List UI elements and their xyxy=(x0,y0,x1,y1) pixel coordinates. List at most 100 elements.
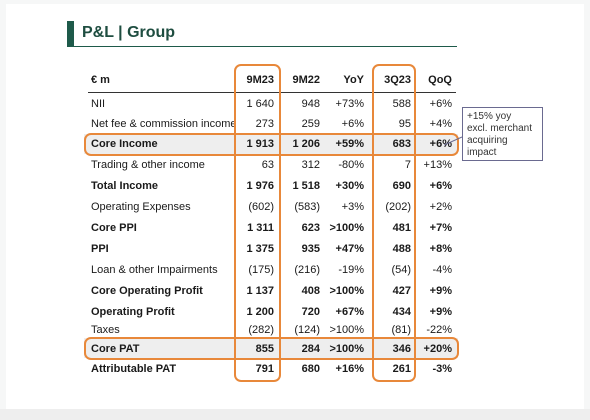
row-value: +9% xyxy=(429,306,452,318)
row-value: 855 xyxy=(255,343,274,355)
header-unit: € m xyxy=(91,74,110,86)
row-value: 588 xyxy=(392,98,411,110)
callout-line: impact xyxy=(467,147,497,158)
row-value: 935 xyxy=(301,243,320,255)
row-value: +7% xyxy=(429,222,452,234)
row-label: Net fee & commission income xyxy=(91,118,237,130)
row-value: (602) xyxy=(248,201,274,213)
row-value: +6% xyxy=(341,118,364,130)
row-value: 63 xyxy=(261,159,274,171)
row-value: (282) xyxy=(248,324,274,336)
table-row: Operating Profit 1 200 720 +67% 434 +9% xyxy=(0,302,590,322)
row-value: -3% xyxy=(432,363,452,375)
row-value: 1 206 xyxy=(292,138,320,150)
row-value: (54) xyxy=(391,264,411,276)
row-value: 720 xyxy=(301,306,320,318)
row-value: +3% xyxy=(341,201,364,213)
callout-line: acquiring xyxy=(467,135,508,146)
row-value: +6% xyxy=(429,180,452,192)
row-value: +59% xyxy=(335,138,364,150)
row-value: >100% xyxy=(329,324,364,336)
page-title: P&L | Group xyxy=(82,24,176,41)
row-value: +67% xyxy=(335,306,364,318)
row-value: +73% xyxy=(335,98,364,110)
row-value: 346 xyxy=(392,343,411,355)
row-value: +47% xyxy=(335,243,364,255)
header-9m22: 9M22 xyxy=(292,74,320,86)
table-row: Attributable PAT 791 680 +16% 261 -3% xyxy=(0,359,590,379)
row-value: >100% xyxy=(329,222,364,234)
row-value: 1 375 xyxy=(246,243,274,255)
table-row: NII 1 640 948 +73% 588 +6% xyxy=(0,94,590,114)
row-value: 273 xyxy=(255,118,274,130)
row-value: +20% xyxy=(423,343,452,355)
row-value: 488 xyxy=(392,243,411,255)
row-label: Operating Profit xyxy=(91,306,175,318)
row-value: 95 xyxy=(398,118,411,130)
row-value: 690 xyxy=(392,180,411,192)
core-pat-row-highlight xyxy=(84,337,459,360)
core-pat-highlight xyxy=(84,338,458,358)
row-value: 481 xyxy=(392,222,411,234)
row-value: 1 976 xyxy=(246,180,274,192)
row-value: -80% xyxy=(338,159,364,171)
row-value: 680 xyxy=(301,363,320,375)
table-row: Core Income 1 913 1 206 +59% 683 +6% xyxy=(0,134,590,154)
row-value: 1 518 xyxy=(292,180,320,192)
row-value: 1 200 xyxy=(246,306,274,318)
row-value: 427 xyxy=(392,285,411,297)
row-value: 1 311 xyxy=(247,222,274,234)
core-income-highlight xyxy=(84,134,458,154)
row-value: -4% xyxy=(432,264,452,276)
row-value: >100% xyxy=(329,285,364,297)
row-label: Total Income xyxy=(91,180,159,192)
bottom-strip xyxy=(0,409,590,420)
row-value: +9% xyxy=(429,285,452,297)
table-row: Total Income 1 976 1 518 +30% 690 +6% xyxy=(0,176,590,196)
row-value: 948 xyxy=(301,98,320,110)
row-value: (175) xyxy=(248,264,274,276)
table-row: Taxes (282) (124) >100% (81) -22% xyxy=(0,320,590,340)
row-value: 261 xyxy=(392,363,411,375)
table-header: € m 9M23 9M22 YoY 3Q23 QoQ xyxy=(0,70,590,90)
header-9m23: 9M23 xyxy=(246,74,274,86)
table-row: Core PAT 855 284 >100% 346 +20% xyxy=(0,339,590,359)
row-value: 1 640 xyxy=(246,98,274,110)
table-row: Core Operating Profit 1 137 408 >100% 427 +9% xyxy=(0,281,590,301)
row-value: 312 xyxy=(301,159,320,171)
row-value: +30% xyxy=(335,180,364,192)
row-value: +6% xyxy=(429,98,452,110)
row-value: (124) xyxy=(294,324,320,336)
row-label: Core Income xyxy=(91,138,158,150)
row-value: +2% xyxy=(429,201,452,213)
callout-connector xyxy=(444,136,463,146)
row-value: 1 913 xyxy=(246,138,274,150)
3q23-column-highlight xyxy=(372,64,416,382)
row-value: -19% xyxy=(338,264,364,276)
table-row: Core PPI 1 311 623 >100% 481 +7% xyxy=(0,218,590,238)
row-value: 7 xyxy=(404,159,411,171)
header-3q23: 3Q23 xyxy=(384,74,411,86)
row-value: +4% xyxy=(429,118,452,130)
row-value: +8% xyxy=(429,243,452,255)
row-value: 434 xyxy=(392,306,411,318)
table-row: Trading & other income 63 312 -80% 7 +13% xyxy=(0,155,590,175)
row-label: Attributable PAT xyxy=(91,363,177,375)
row-label: Taxes xyxy=(91,324,120,336)
row-value: +13% xyxy=(423,159,452,171)
row-value: (216) xyxy=(294,264,320,276)
header-rule xyxy=(88,92,456,93)
row-value: 284 xyxy=(301,343,320,355)
row-label: Operating Expenses xyxy=(91,201,191,213)
header-qoq: QoQ xyxy=(428,74,452,86)
row-value: 683 xyxy=(392,138,411,150)
row-value: +6% xyxy=(429,138,452,150)
row-label: Core PPI xyxy=(91,222,137,234)
callout-line: +15% yoy xyxy=(467,111,512,122)
9m23-column-highlight xyxy=(234,64,281,382)
row-value: +16% xyxy=(335,363,364,375)
row-value: 408 xyxy=(301,285,320,297)
core-income-row-highlight xyxy=(84,133,459,156)
row-label: Trading & other income xyxy=(91,159,205,171)
row-label: Core Operating Profit xyxy=(91,285,203,297)
